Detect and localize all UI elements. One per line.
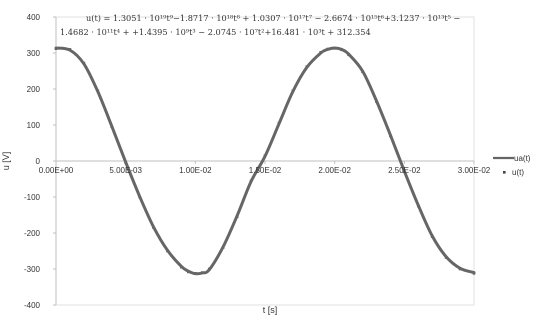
x-tick-label: 2.00E-02 bbox=[318, 166, 351, 175]
legend-entry-ua: ua(t) bbox=[514, 154, 531, 163]
equation-line-1: u(t) = 1.3051 · 10¹⁹t⁹−1.8717 · 10¹⁸t⁸ +… bbox=[86, 13, 460, 23]
y-tick-label: 300 bbox=[27, 49, 41, 58]
y-tick-label: -200 bbox=[24, 229, 41, 238]
equation-line-2: 1.4682 · 10¹¹t⁴ + +1.4395 · 10⁹t³ − 2.07… bbox=[60, 27, 371, 37]
x-axis-label: t [s] bbox=[263, 305, 278, 315]
x-tick-label: 2.50E-02 bbox=[388, 166, 421, 175]
legend: ua(t) u(t) bbox=[493, 154, 531, 177]
legend-marker-swatch bbox=[503, 171, 506, 174]
y-tick-label: -400 bbox=[24, 301, 41, 310]
y-tick-label: 400 bbox=[27, 13, 41, 22]
x-tick-label: 1.50E-02 bbox=[249, 166, 282, 175]
y-tick-label: 0 bbox=[36, 157, 41, 166]
series-line-1 bbox=[54, 46, 476, 276]
y-axis-label: u [V] bbox=[1, 152, 11, 171]
legend-entry-u: u(t) bbox=[512, 168, 524, 177]
x-tick-label: 1.00E-02 bbox=[179, 166, 212, 175]
tick-labels: -400 -300 -200 -100 0 100 200 300 400 0.00E+00 5.0… bbox=[24, 13, 491, 310]
y-tick-label: 200 bbox=[27, 85, 41, 94]
y-tick-label: -100 bbox=[24, 193, 41, 202]
x-tick-label: 3.00E-02 bbox=[458, 166, 491, 175]
x-tick-label: 5.00E-03 bbox=[109, 166, 142, 175]
x-tick-label: 0.00E+00 bbox=[39, 166, 74, 175]
series-layer bbox=[54, 46, 476, 276]
y-tick-label: -300 bbox=[24, 265, 41, 274]
y-tick-label: 100 bbox=[27, 121, 41, 130]
